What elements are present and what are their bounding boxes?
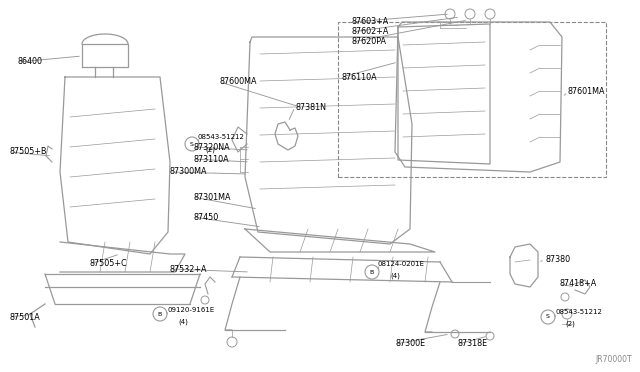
Text: 87450: 87450 [193,212,218,221]
Text: 87505+C: 87505+C [90,260,127,269]
Text: (2): (2) [205,147,215,153]
Text: (4): (4) [390,273,400,279]
Bar [338,22,606,177]
Text: 87602+A: 87602+A [352,28,389,36]
Text: B: B [158,311,162,317]
Text: 87381N: 87381N [295,103,326,112]
Text: S: S [546,314,550,320]
Text: 876110A: 876110A [342,73,378,81]
Text: 87318E: 87318E [458,340,488,349]
Text: 08124-0201E: 08124-0201E [378,261,425,267]
Text: B: B [370,269,374,275]
Text: 873110A: 873110A [193,154,228,164]
Text: 87300E: 87300E [395,340,425,349]
Text: 87601MA: 87601MA [568,87,605,96]
Text: 87418+A: 87418+A [560,279,597,289]
Text: 87320NA: 87320NA [193,142,230,151]
Text: 87600MA: 87600MA [220,77,257,87]
Text: JR70000T: JR70000T [595,355,632,364]
Text: 87603+A: 87603+A [352,17,389,26]
Text: S: S [190,141,194,147]
Text: 86400: 86400 [18,58,43,67]
Text: 87300MA: 87300MA [170,167,207,176]
Text: (4): (4) [178,319,188,325]
Text: 87501A: 87501A [10,312,41,321]
Text: 87532+A: 87532+A [170,264,207,273]
Text: 87505+B: 87505+B [10,148,47,157]
Text: 08543-51212: 08543-51212 [555,309,602,315]
Text: 87620PA: 87620PA [352,38,387,46]
Text: 87380: 87380 [545,256,570,264]
Text: 08543-51212: 08543-51212 [198,134,245,140]
Text: 09120-9161E: 09120-9161E [168,307,215,313]
Text: (2): (2) [565,321,575,327]
Text: 87301MA: 87301MA [193,192,230,202]
